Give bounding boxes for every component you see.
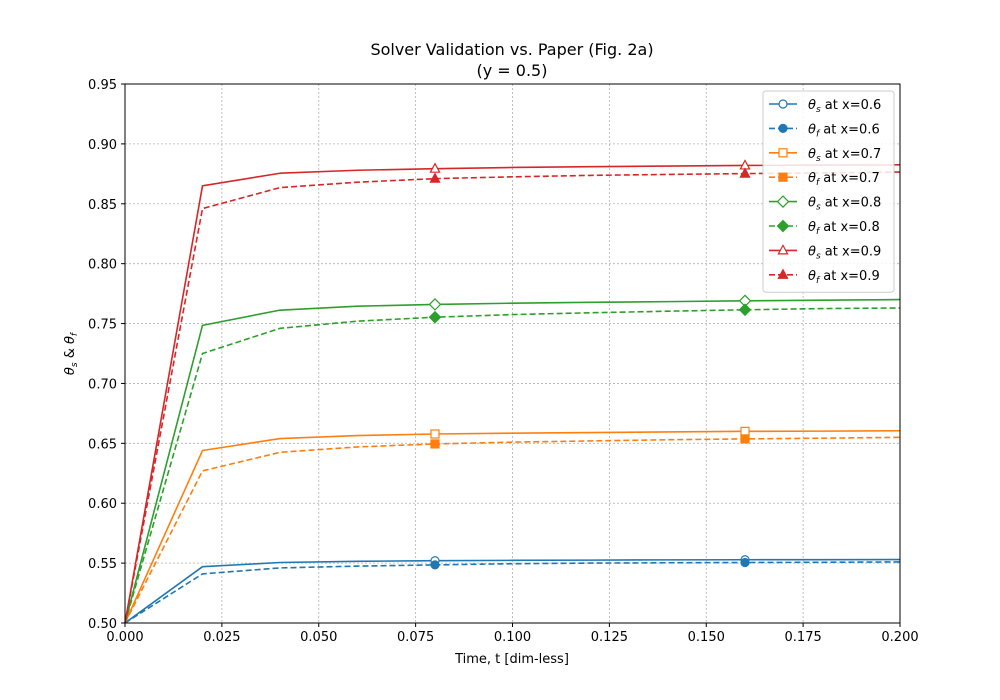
y-tick-label: 0.55: [88, 557, 117, 572]
y-tick-label: 0.85: [88, 198, 117, 213]
legend-label-3: θf at x=0.7: [808, 171, 880, 188]
legend-label-5: θf at x=0.8: [808, 220, 880, 237]
legend-marker-5: [776, 219, 790, 233]
series-2-marker-point: [740, 426, 750, 436]
y-label-theta-f: θ: [63, 336, 78, 344]
legend-subscript: f: [816, 227, 821, 237]
series-7-marker-point: [429, 172, 441, 183]
legend-rest: at x=0.6: [819, 122, 880, 137]
legend-rest: at x=0.7: [821, 147, 882, 162]
y-tick-label: 0.70: [88, 377, 117, 392]
legend-marker-2: [778, 148, 788, 158]
legend-marker-1: [778, 123, 788, 133]
legend-label-6: θs at x=0.9: [808, 244, 881, 261]
legend-theta: θ: [808, 147, 816, 162]
series-line-5: [124, 307, 901, 624]
legend-theta: θ: [808, 220, 816, 235]
y-tick-label: 0.90: [88, 138, 117, 153]
chart-title: Solver Validation vs. Paper (Fig. 2a): [370, 40, 653, 59]
series-5-marker-point: [428, 310, 442, 324]
x-tick-label: 0.125: [591, 630, 628, 645]
x-axis-label: Time, t [dim-less]: [454, 652, 569, 667]
series-5-marker-point: [738, 303, 752, 317]
series-3-marker-point: [430, 439, 440, 449]
y-label-sub-f: f: [70, 331, 80, 336]
legend-theta: θ: [808, 171, 816, 186]
legend-theta: θ: [808, 269, 816, 284]
legend-box: [762, 90, 895, 293]
y-label-amp: &: [63, 344, 78, 362]
series-4-marker-point: [428, 298, 442, 311]
legend-rest: at x=0.7: [819, 171, 880, 186]
legend-theta: θ: [808, 98, 816, 113]
y-tick-label: 0.65: [88, 437, 117, 452]
legend-subscript: f: [816, 129, 821, 139]
legend-label-7: θf at x=0.9: [808, 269, 880, 286]
legend-theta: θ: [808, 244, 816, 259]
x-tick-label: 0.000: [106, 630, 143, 645]
series-7-marker-point: [739, 167, 751, 178]
y-tick-label: 0.60: [88, 497, 117, 512]
legend-theta: θ: [808, 122, 816, 137]
x-tick-label: 0.075: [397, 630, 434, 645]
legend-subscript: s: [816, 105, 821, 115]
legend-rest: at x=0.6: [821, 98, 882, 113]
legend-marker-7: [777, 268, 789, 279]
x-tick-label: 0.200: [881, 630, 918, 645]
series-6-marker-point: [429, 162, 441, 173]
y-tick-label: 0.75: [88, 318, 117, 333]
x-tick-label: 0.175: [785, 630, 822, 645]
x-tick-label: 0.100: [494, 630, 531, 645]
legend-subscript: s: [816, 251, 821, 261]
chart-subtitle: (y = 0.5): [477, 61, 548, 80]
series-1-marker-point: [430, 560, 440, 570]
legend-subscript: f: [816, 178, 821, 188]
y-tick-label: 0.80: [88, 258, 117, 273]
series-line-0: [124, 558, 901, 624]
y-axis-ticks: 0.50 0.55 0.60 0.65 0.70 0.75 0.80 0.85 0.90 0.95: [88, 78, 125, 632]
legend-label-1: θf at x=0.6: [808, 122, 880, 139]
y-tick-label: 0.50: [88, 617, 117, 632]
y-label-theta-s: θ: [63, 367, 78, 375]
legend-rest: at x=0.8: [819, 220, 880, 235]
legend-marker-4: [776, 195, 790, 208]
x-tick-label: 0.025: [203, 630, 240, 645]
x-tick-label: 0.150: [688, 630, 725, 645]
legend: θs at x=0.6θf at x=0.6θs at x=0.7θf at x…: [762, 90, 895, 293]
legend-marker-3: [778, 172, 788, 182]
series-line-1: [124, 561, 901, 624]
legend-theta: θ: [808, 196, 816, 211]
legend-label-0: θs at x=0.6: [808, 98, 881, 115]
y-tick-label: 0.95: [88, 78, 117, 93]
y-label-sub-s: s: [70, 362, 80, 367]
y-axis-label: θs & θf: [63, 331, 80, 375]
legend-rest: at x=0.9: [819, 269, 880, 284]
series-line-3: [124, 436, 901, 624]
legend-subscript: s: [816, 154, 821, 164]
x-tick-label: 0.050: [300, 630, 337, 645]
series-line-4: [124, 298, 901, 624]
plot-markers: [428, 159, 752, 570]
legend-subscript: s: [816, 203, 821, 213]
series-1-marker-point: [740, 557, 750, 568]
legend-rest: at x=0.9: [821, 244, 882, 259]
x-axis-ticks: 0.000 0.025 0.050 0.075 0.100 0.125 0.150 0.175…: [106, 623, 919, 645]
series-line-2: [124, 429, 901, 624]
series-3-marker-point: [740, 434, 750, 444]
legend-label-4: θs at x=0.8: [808, 196, 881, 213]
series-2-marker-point: [430, 429, 440, 439]
legend-marker-6: [777, 244, 789, 255]
legend-label-2: θs at x=0.7: [808, 147, 881, 164]
legend-marker-0: [778, 99, 788, 109]
legend-rest: at x=0.8: [821, 196, 882, 211]
legend-subscript: f: [816, 276, 821, 286]
